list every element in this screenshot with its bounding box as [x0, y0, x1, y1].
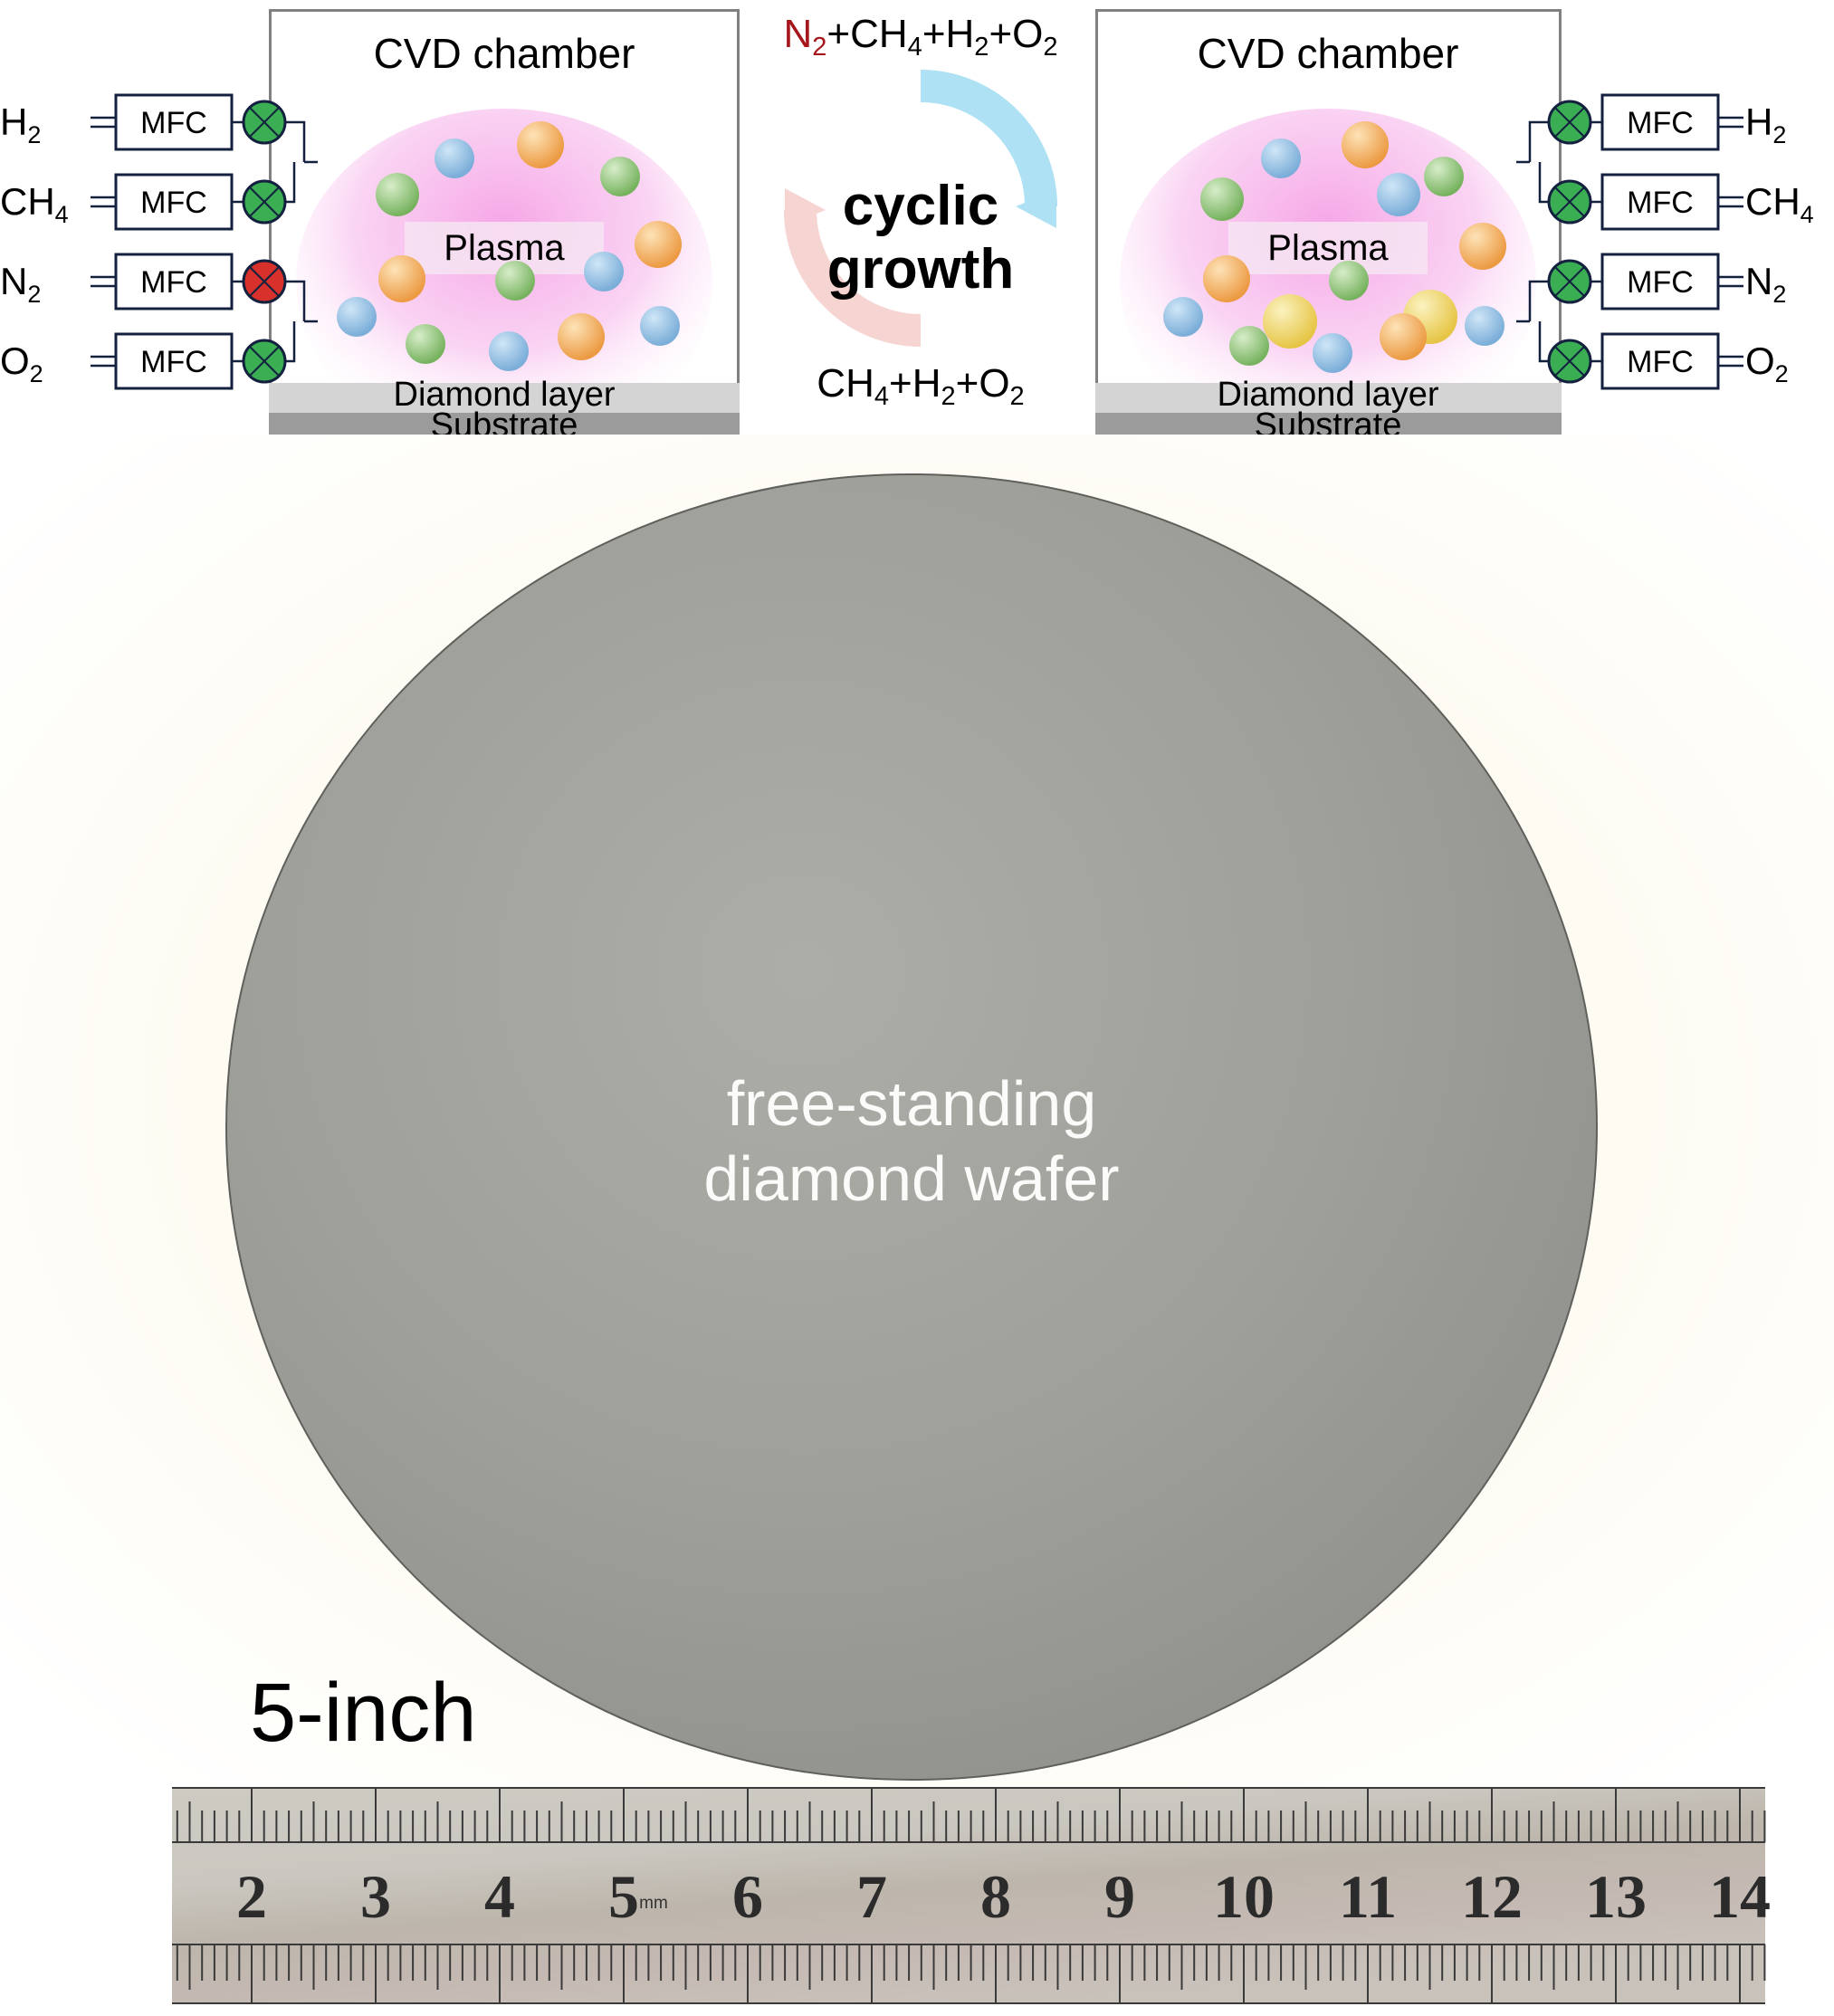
svg-text:8: 8 [980, 1862, 1011, 1931]
svg-text:6: 6 [732, 1862, 763, 1931]
svg-text:12: 12 [1461, 1862, 1523, 1931]
svg-text:5: 5 [608, 1862, 639, 1931]
svg-text:11: 11 [1339, 1862, 1397, 1931]
svg-text:mm: mm [639, 1894, 668, 1913]
svg-text:3: 3 [360, 1862, 391, 1931]
svg-text:2: 2 [236, 1862, 267, 1931]
svg-text:10: 10 [1213, 1862, 1275, 1931]
svg-text:9: 9 [1104, 1862, 1135, 1931]
svg-text:4: 4 [484, 1862, 515, 1931]
svg-text:13: 13 [1585, 1862, 1647, 1931]
svg-text:7: 7 [856, 1862, 887, 1931]
svg-text:14: 14 [1709, 1862, 1771, 1931]
